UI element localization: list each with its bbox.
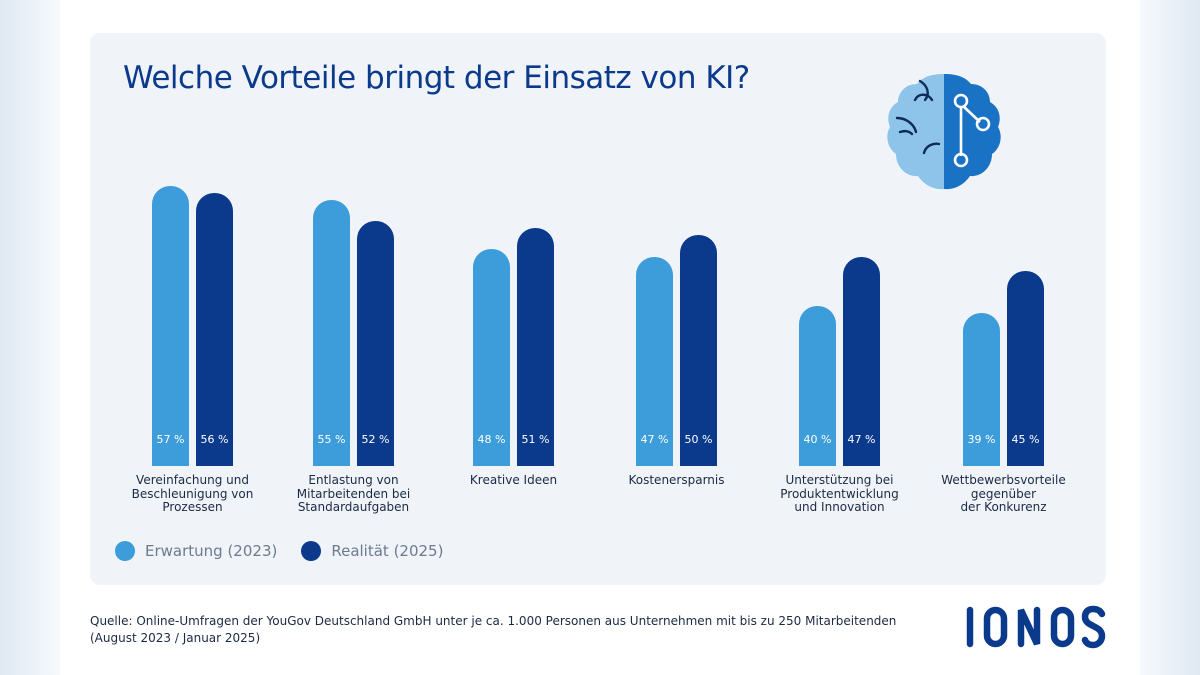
legend-item-reality: Realität (2025) bbox=[301, 541, 443, 561]
brain-circuit-icon bbox=[887, 74, 1001, 190]
source-line-1: Quelle: Online-Umfragen der YouGov Deuts… bbox=[90, 614, 897, 628]
source-note: Quelle: Online-Umfragen der YouGov Deuts… bbox=[90, 613, 896, 647]
legend: Erwartung (2023) Realität (2025) bbox=[115, 541, 467, 561]
legend-label-reality: Realität (2025) bbox=[331, 542, 444, 560]
legend-swatch-expectation bbox=[115, 541, 135, 561]
ionos-logo bbox=[966, 605, 1106, 649]
legend-item-expectation: Erwartung (2023) bbox=[115, 541, 277, 561]
legend-label-expectation: Erwartung (2023) bbox=[145, 542, 278, 560]
source-line-2: (August 2023 / Januar 2025) bbox=[90, 631, 261, 645]
legend-swatch-reality bbox=[301, 541, 322, 561]
chart-title: Welche Vorteile bringt der Einsatz von K… bbox=[123, 60, 750, 96]
